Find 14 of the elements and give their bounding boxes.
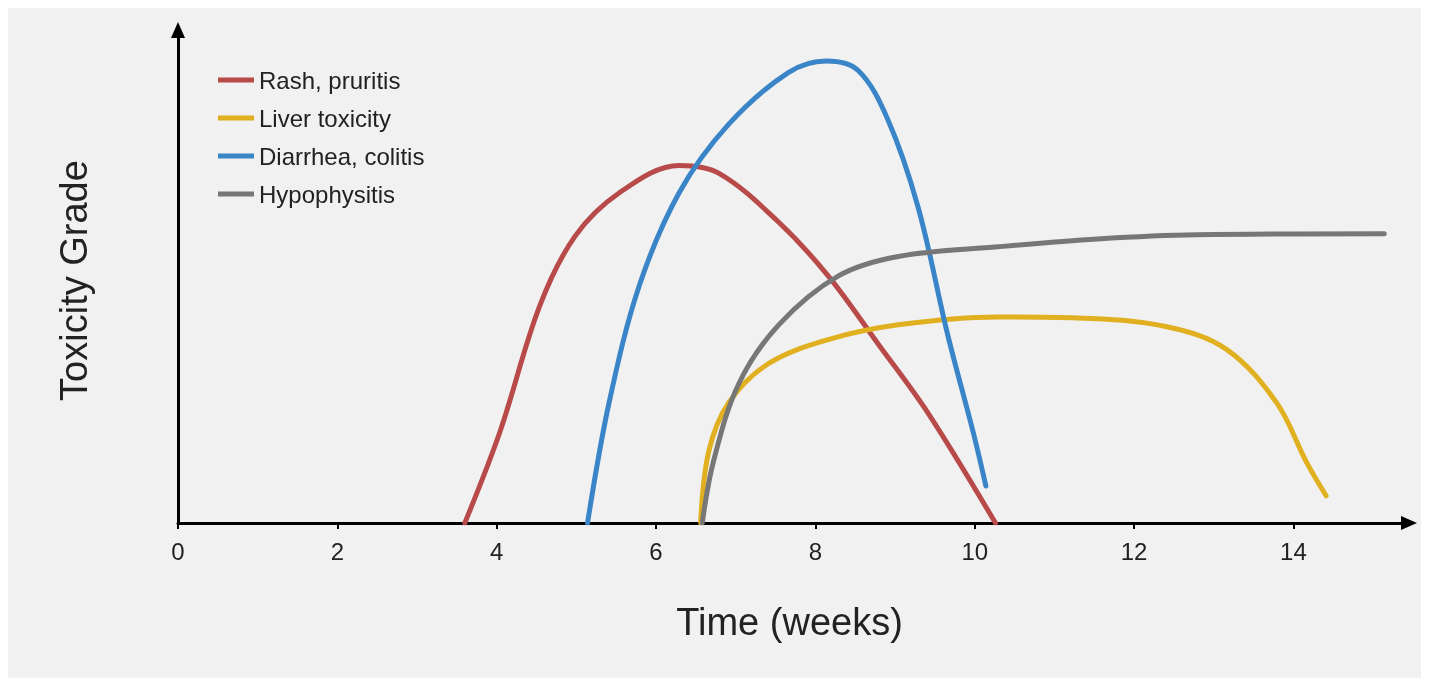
x-tick-label: 2	[330, 537, 345, 565]
x-tick-label: 0	[171, 537, 185, 565]
legend-label: Rash, pruritis	[259, 66, 401, 94]
x-tick-label: 14	[1280, 537, 1307, 565]
x-tick-label: 8	[808, 537, 823, 565]
x-tick-label: 10	[961, 537, 989, 565]
legend-label: Liver toxicity	[259, 104, 392, 132]
legend-label: Hypophysitis	[259, 180, 396, 208]
x-tick-label: 6	[649, 537, 663, 565]
x-axis-title: Time (weeks)	[676, 601, 903, 643]
x-tick-label: 12	[1120, 537, 1148, 565]
legend-label: Diarrhea, colitis	[259, 142, 425, 170]
x-tick-label: 4	[490, 537, 504, 565]
y-axis-title: Toxicity Grade	[53, 160, 95, 401]
